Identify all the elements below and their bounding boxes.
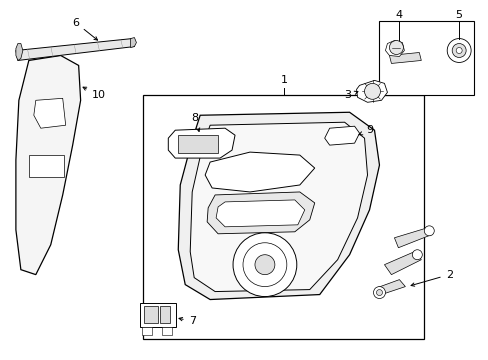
Text: 9: 9 (358, 125, 372, 135)
Polygon shape (394, 228, 430, 248)
Text: 3: 3 (344, 90, 357, 100)
Polygon shape (130, 37, 136, 48)
Polygon shape (190, 122, 367, 292)
Polygon shape (16, 55, 81, 275)
Circle shape (455, 48, 461, 54)
Polygon shape (374, 280, 405, 294)
Text: 7: 7 (179, 316, 195, 327)
Polygon shape (16, 39, 134, 60)
Bar (140, 302, 176, 328)
Polygon shape (207, 192, 314, 234)
Text: 5: 5 (455, 10, 462, 20)
Bar (379, 21, 473, 95)
Bar (160, 306, 170, 323)
Text: 6: 6 (72, 18, 97, 40)
Bar (142, 328, 152, 336)
Polygon shape (178, 112, 379, 300)
Text: 10: 10 (83, 87, 105, 100)
Circle shape (254, 255, 274, 275)
Polygon shape (34, 98, 65, 128)
Circle shape (411, 250, 422, 260)
Text: 4: 4 (395, 10, 402, 20)
Circle shape (447, 39, 470, 62)
Polygon shape (16, 44, 23, 60)
Circle shape (373, 287, 385, 298)
Circle shape (233, 233, 296, 297)
Circle shape (388, 41, 403, 54)
Bar (178, 135, 218, 153)
Text: 8: 8 (191, 113, 199, 131)
Circle shape (451, 44, 465, 58)
Bar (143, 95, 424, 339)
Bar (144, 306, 158, 323)
Polygon shape (168, 128, 235, 158)
Bar (29, 155, 63, 177)
Circle shape (376, 289, 382, 296)
Text: 2: 2 (410, 270, 452, 286)
Bar (162, 328, 172, 336)
Polygon shape (384, 252, 421, 275)
Circle shape (364, 84, 380, 99)
Polygon shape (324, 126, 359, 145)
Circle shape (424, 226, 433, 236)
Polygon shape (385, 41, 404, 57)
Polygon shape (388, 53, 421, 63)
Polygon shape (216, 200, 304, 227)
Circle shape (243, 243, 286, 287)
Polygon shape (205, 152, 314, 192)
Polygon shape (356, 80, 386, 102)
Text: 1: 1 (280, 75, 287, 85)
